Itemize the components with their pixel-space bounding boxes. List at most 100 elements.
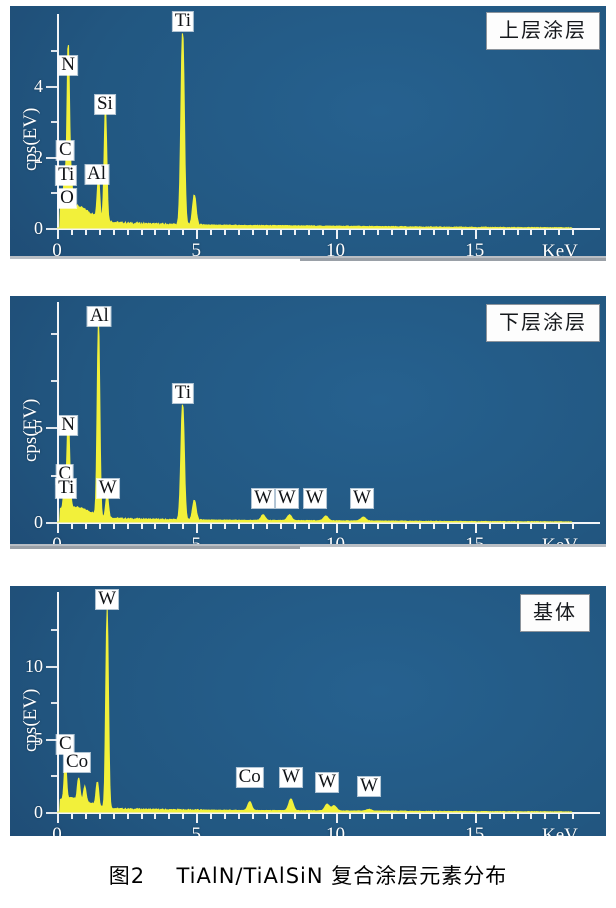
- element-label-c: C: [57, 733, 74, 755]
- spectrum-panel-upper-coating: 0 5 10 15 KeV 0 2 4 cps(EV) N C Ti O Al Si Ti 上层涂层: [10, 6, 606, 256]
- element-label-n: N: [59, 414, 77, 436]
- x-tick: [488, 814, 491, 819]
- y-tick: [51, 121, 57, 124]
- y-tick: [46, 812, 57, 814]
- x-tick: [140, 230, 143, 235]
- y-axis-line: [57, 592, 59, 814]
- element-label-w: W: [96, 588, 119, 610]
- caption-number: 图2: [108, 864, 146, 888]
- x-tick: [377, 230, 380, 235]
- x-tick: [391, 524, 394, 529]
- y-tick: [51, 629, 57, 632]
- eds-spectrum-curve: [57, 321, 573, 523]
- x-tick: [474, 814, 477, 823]
- x-tick: [293, 230, 296, 235]
- element-label-co: Co: [236, 766, 263, 787]
- x-tick: [572, 524, 575, 529]
- x-axis-line: [57, 522, 600, 524]
- x-tick: [516, 230, 519, 235]
- element-label-ti: Ti: [56, 476, 77, 498]
- x-tick-label: 5: [191, 240, 202, 256]
- x-axis-line: [57, 228, 600, 230]
- x-tick: [377, 814, 380, 819]
- x-tick: [558, 230, 561, 235]
- x-tick: [182, 230, 185, 235]
- y-tick: [51, 332, 57, 335]
- x-tick: [57, 524, 59, 533]
- x-tick: [70, 814, 73, 819]
- x-tick: [391, 814, 394, 819]
- x-tick: [168, 230, 171, 235]
- x-tick: [502, 524, 505, 529]
- element-label-al: Al: [85, 163, 109, 184]
- x-tick: [335, 524, 338, 533]
- x-axis-unit-label: KeV: [542, 825, 578, 836]
- x-tick-label: 15: [465, 535, 484, 544]
- x-tick: [335, 230, 338, 239]
- x-tick: [112, 230, 115, 235]
- x-tick: [377, 524, 380, 529]
- element-label-w: W: [303, 487, 326, 509]
- x-tick: [530, 814, 533, 819]
- y-tick: [51, 192, 57, 195]
- x-tick: [572, 814, 575, 819]
- x-tick: [544, 524, 547, 529]
- x-axis-unit-label: KeV: [542, 241, 578, 256]
- element-label-c: C: [57, 139, 74, 161]
- panel-underline-2: [10, 544, 606, 547]
- x-tick: [265, 524, 268, 529]
- x-tick: [84, 814, 87, 819]
- x-tick: [112, 814, 115, 819]
- y-tick: [51, 775, 57, 778]
- x-tick: [349, 814, 352, 819]
- element-label-w: W: [252, 487, 275, 509]
- x-tick: [530, 230, 533, 235]
- x-axis-line: [57, 812, 600, 814]
- x-tick-label: 5: [191, 824, 202, 836]
- x-tick-label: 0: [52, 535, 62, 544]
- x-tick: [210, 814, 213, 819]
- x-tick: [391, 230, 394, 235]
- x-tick: [502, 230, 505, 235]
- y-tick-label: 5: [34, 728, 43, 749]
- x-tick: [126, 230, 129, 235]
- x-tick: [321, 524, 324, 529]
- x-tick: [98, 524, 101, 529]
- x-tick: [293, 814, 296, 819]
- x-tick: [460, 230, 463, 235]
- x-tick: [432, 230, 435, 235]
- x-tick: [502, 814, 505, 819]
- x-axis-unit-label: KeV: [542, 535, 578, 544]
- x-tick: [140, 524, 143, 529]
- x-tick: [126, 524, 129, 529]
- y-tick: [51, 474, 57, 477]
- x-tick: [530, 524, 533, 529]
- y-tick: [46, 738, 57, 741]
- spectrum-panel-substrate: 0 5 10 15 KeV 0 5 10 cps(EV) W C Co Co W W W 基体: [10, 586, 606, 836]
- x-tick: [460, 814, 463, 819]
- x-tick-label: 5: [192, 535, 202, 544]
- element-label-ti: Ti: [172, 9, 193, 31]
- legend-lower-coating: 下层涂层: [486, 304, 600, 342]
- x-tick: [57, 230, 59, 239]
- x-tick-label: 0: [52, 240, 62, 256]
- x-tick: [84, 230, 87, 235]
- x-tick: [168, 814, 171, 819]
- y-tick: [46, 522, 57, 524]
- panel-underline-1: [10, 256, 606, 259]
- eds-spectrum-curve: [57, 33, 573, 229]
- x-tick: [419, 814, 422, 819]
- x-tick: [154, 524, 157, 529]
- y-tick: [46, 156, 57, 159]
- y-tick: [51, 380, 57, 383]
- y-tick-label: 0: [34, 802, 43, 822]
- x-tick: [460, 524, 463, 529]
- x-tick: [57, 814, 59, 823]
- x-tick: [307, 230, 310, 235]
- x-tick: [279, 230, 282, 235]
- x-tick-label: 10: [326, 824, 345, 836]
- element-label-w: W: [350, 487, 373, 509]
- x-tick: [349, 524, 352, 529]
- x-tick: [182, 814, 185, 819]
- element-label-co: Co: [63, 750, 91, 772]
